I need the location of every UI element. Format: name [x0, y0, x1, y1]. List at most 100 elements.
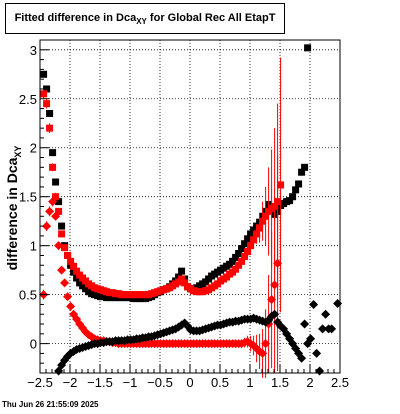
x-tick-label: −2: [63, 375, 78, 390]
data-point-square: [238, 245, 246, 253]
data-point-square: [235, 250, 243, 258]
chart-title-rest: for Global Rec All EtapT: [146, 12, 276, 24]
data-point-square: [55, 207, 63, 215]
data-point-square: [295, 180, 303, 188]
y-tick-label: 1.5: [19, 190, 37, 205]
data-point-square: [229, 257, 237, 265]
data-point-square: [262, 212, 270, 220]
series-3: [54, 298, 343, 376]
data-point-square: [259, 217, 267, 225]
x-tick-label: 1: [246, 375, 253, 390]
chart-title-box: Fitted difference in DcaXY for Global Re…: [5, 3, 285, 34]
data-point-square: [61, 244, 69, 252]
data-point-square: [232, 253, 240, 261]
data-point-square: [178, 267, 186, 275]
data-point-square: [73, 267, 81, 275]
data-point-diamond: [306, 334, 316, 344]
chart-title: Fitted difference in DcaXY for Global Re…: [6, 12, 284, 26]
data-point-square: [253, 230, 261, 238]
data-point-diamond: [66, 301, 76, 311]
y-tick-label: 2.5: [19, 92, 37, 107]
data-point-square: [40, 90, 48, 98]
data-marks: [39, 44, 343, 378]
data-point-square: [55, 198, 63, 206]
data-point-diamond: [45, 206, 55, 216]
data-point-square: [286, 197, 294, 205]
y-axis-label: difference in DcaXY: [4, 146, 23, 271]
x-tick-label: −1.5: [87, 375, 113, 390]
data-point-square: [49, 163, 57, 171]
y-tick-label: 3: [30, 43, 37, 58]
y-tick-label: 0: [30, 337, 37, 352]
data-point-diamond: [267, 295, 277, 305]
data-point-diamond: [54, 241, 64, 251]
data-point-square: [244, 248, 252, 256]
data-point-diamond: [273, 258, 283, 268]
data-point-square: [244, 235, 252, 243]
data-point-square: [247, 242, 255, 250]
data-point-square: [46, 124, 54, 132]
data-point-diamond: [51, 211, 61, 221]
data-point-diamond: [270, 309, 280, 319]
data-point-diamond: [297, 353, 307, 363]
data-point-diamond: [312, 348, 322, 358]
data-point-diamond: [327, 324, 337, 334]
series-0: [40, 44, 312, 303]
data-point-diamond: [48, 197, 58, 207]
data-point-diamond: [321, 309, 331, 319]
y-tick-label: 0.5: [19, 288, 37, 303]
y-axis-label-subscript: XY: [13, 146, 23, 158]
timestamp-label: Thu Jun 26 21:55:09 2025: [2, 400, 99, 409]
plot-frame: [39, 39, 341, 374]
data-point-square: [181, 279, 189, 287]
data-point-square: [43, 100, 51, 108]
axis-ticks: [39, 39, 341, 374]
x-tick-label: 1.5: [271, 375, 289, 390]
data-point-square: [49, 149, 57, 157]
data-point-diamond: [309, 299, 319, 309]
x-tick-label: −1: [123, 375, 138, 390]
series-1: [40, 57, 285, 313]
data-point-square: [232, 265, 240, 273]
x-tick-label: 2: [306, 375, 313, 390]
y-tick-label: 1: [30, 239, 37, 254]
data-point-square: [58, 222, 66, 230]
data-point-square: [52, 193, 60, 201]
data-point-diamond: [318, 324, 328, 334]
x-tick-label: 0: [186, 375, 193, 390]
data-point-square: [43, 85, 51, 93]
data-point-diamond: [60, 278, 70, 288]
y-axis-label-main: difference in Dca: [4, 157, 20, 270]
data-point-square: [52, 178, 60, 186]
x-axis-label: η: [330, 399, 338, 400]
axis-tick-labels: −2.5 −2 −1.5 −1 −0.5 0 0.5 1 1.5 2 2.5 0 0.5 1 1.5 2 2.5…: [19, 43, 349, 390]
data-point-square: [277, 181, 285, 189]
data-point-square: [301, 163, 309, 171]
data-point-square: [67, 257, 75, 265]
data-point-square: [292, 186, 300, 194]
data-point-diamond: [57, 265, 67, 275]
data-point-square: [64, 251, 72, 259]
data-point-square: [247, 230, 255, 238]
data-point-square: [250, 226, 258, 234]
data-point-square: [70, 262, 78, 270]
data-point-square: [256, 224, 264, 232]
data-point-diamond: [258, 348, 268, 358]
chart-title-subscript: XY: [136, 17, 147, 27]
data-point-square: [58, 230, 66, 238]
x-tick-label: 0.5: [211, 375, 229, 390]
data-point-square: [241, 252, 249, 260]
data-point-square: [241, 240, 249, 248]
data-point-diamond: [270, 280, 280, 290]
data-point-square: [235, 261, 243, 269]
data-point-square: [304, 44, 312, 52]
data-point-square: [289, 193, 297, 201]
grid-lines: [39, 40, 341, 373]
data-point-diamond: [300, 319, 310, 329]
data-point-square: [46, 109, 54, 117]
x-tick-label: −2.5: [27, 375, 53, 390]
data-point-square: [298, 168, 306, 176]
data-point-diamond: [333, 298, 343, 308]
data-point-square: [250, 236, 258, 244]
data-point-square: [238, 257, 246, 265]
